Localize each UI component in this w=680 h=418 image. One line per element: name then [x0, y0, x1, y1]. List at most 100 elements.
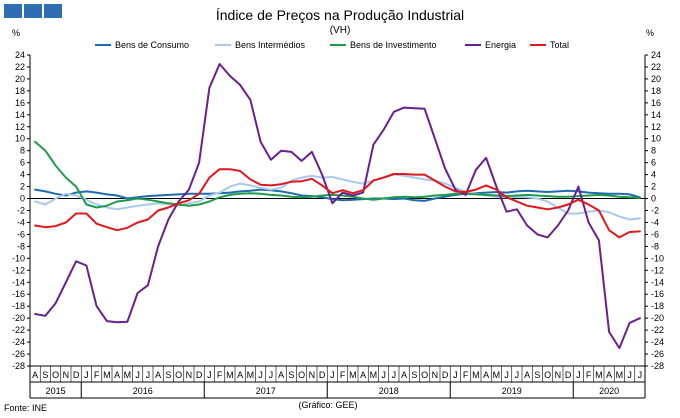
month-label: J	[258, 370, 263, 380]
y-tick-label-left: 2	[20, 182, 25, 192]
y-tick-label-right: 16	[651, 98, 661, 108]
series-lines	[34, 63, 641, 350]
legend-label: Energia	[485, 40, 516, 50]
y-tick-label-right: 24	[651, 50, 661, 60]
month-label: M	[595, 370, 603, 380]
y-tick-label-right: -28	[651, 361, 664, 371]
y-tick-label-left: 4	[20, 170, 25, 180]
y-tick-label-left: -16	[12, 289, 25, 299]
legend-label: Total	[550, 40, 569, 50]
legend-label: Bens de Consumo	[115, 40, 189, 50]
month-label: J	[453, 370, 458, 380]
y-tick-label-right: -12	[651, 265, 664, 275]
month-label: A	[32, 370, 38, 380]
month-label: J	[381, 370, 386, 380]
series-line-total	[34, 168, 641, 239]
month-label: N	[555, 370, 562, 380]
source-note: Fonte: INE	[4, 403, 47, 413]
month-label: A	[155, 370, 161, 380]
year-label: 2018	[379, 386, 399, 396]
y-tick-label-left: 8	[20, 146, 25, 156]
y-tick-label-left: -28	[12, 361, 25, 371]
month-label: S	[165, 370, 171, 380]
legend-label: Bens de Investimento	[350, 40, 437, 50]
month-label: J	[135, 370, 140, 380]
year-label: 2017	[256, 386, 276, 396]
month-label: J	[504, 370, 509, 380]
y-tick-label-left: 6	[20, 158, 25, 168]
series-line-bens-de-consumo	[34, 188, 641, 202]
month-label: M	[472, 370, 480, 380]
y-axis-unit-right: %	[646, 28, 654, 38]
month-label: D	[442, 370, 449, 380]
y-tick-label-left: -20	[12, 313, 25, 323]
y-tick-label-right: 4	[651, 170, 656, 180]
month-label: D	[196, 370, 203, 380]
month-label: J	[84, 370, 89, 380]
month-label: D	[319, 370, 326, 380]
month-label: S	[534, 370, 540, 380]
month-label: J	[269, 370, 274, 380]
y-tick-label-right: 12	[651, 122, 661, 132]
y-tick-label-right: -2	[651, 206, 659, 216]
month-label: O	[298, 370, 305, 380]
y-tick-label-right: -16	[651, 289, 664, 299]
series-line-bens-de-investimento	[34, 140, 641, 209]
month-label: M	[124, 370, 132, 380]
month-label: J	[330, 370, 335, 380]
month-label: O	[52, 370, 59, 380]
month-label: D	[73, 370, 80, 380]
month-label: M	[226, 370, 234, 380]
logo-block-3	[44, 4, 62, 18]
year-label: 2019	[502, 386, 522, 396]
y-tick-label-right: 8	[651, 146, 656, 156]
month-label: F	[463, 370, 469, 380]
legend: Bens de Consumo Bens Intermédios Bens de I…	[95, 40, 569, 50]
grid	[29, 55, 646, 366]
y-tick-label-right: -22	[651, 325, 664, 335]
y-tick-label-left: 18	[15, 86, 25, 96]
month-label: O	[544, 370, 551, 380]
month-label: A	[606, 370, 612, 380]
month-label: F	[340, 370, 346, 380]
month-label: J	[146, 370, 151, 380]
y-tick-label-right: 22	[651, 62, 661, 72]
month-label: A	[278, 370, 284, 380]
y-axis-right: 242220181614121086420-2-4-6-8-10-12-14-1…	[645, 50, 664, 371]
month-label: A	[114, 370, 120, 380]
year-label: 2020	[599, 386, 619, 396]
month-label: S	[42, 370, 48, 380]
y-tick-label-right: 2	[651, 182, 656, 192]
month-label: O	[421, 370, 428, 380]
month-label: J	[638, 370, 643, 380]
y-tick-label-left: -18	[12, 301, 25, 311]
month-label: M	[616, 370, 624, 380]
year-label: 2015	[46, 386, 66, 396]
month-label: J	[207, 370, 212, 380]
month-label: A	[524, 370, 530, 380]
y-tick-label-right: 10	[651, 134, 661, 144]
month-label: A	[237, 370, 243, 380]
y-tick-label-right: -20	[651, 313, 664, 323]
y-axis-unit-left: %	[12, 28, 20, 38]
month-label: D	[565, 370, 572, 380]
y-tick-label-right: -26	[651, 349, 664, 359]
y-tick-label-left: 20	[15, 74, 25, 84]
y-tick-label-left: -2	[17, 206, 25, 216]
month-label: M	[247, 370, 255, 380]
month-label: O	[175, 370, 182, 380]
chart-title: Índice de Preços na Produção Industrial	[216, 7, 464, 23]
series-line-bens-intermedios	[34, 173, 641, 221]
month-label: J	[392, 370, 397, 380]
y-tick-label-right: -14	[651, 277, 664, 287]
y-tick-label-left: -26	[12, 349, 25, 359]
y-tick-label-left: -4	[17, 217, 25, 227]
y-tick-label-right: -10	[651, 253, 664, 263]
y-tick-label-right: 18	[651, 86, 661, 96]
year-label: 2016	[133, 386, 153, 396]
month-label: S	[288, 370, 294, 380]
month-label: N	[63, 370, 70, 380]
month-label: A	[401, 370, 407, 380]
series-line-energia	[34, 63, 641, 350]
